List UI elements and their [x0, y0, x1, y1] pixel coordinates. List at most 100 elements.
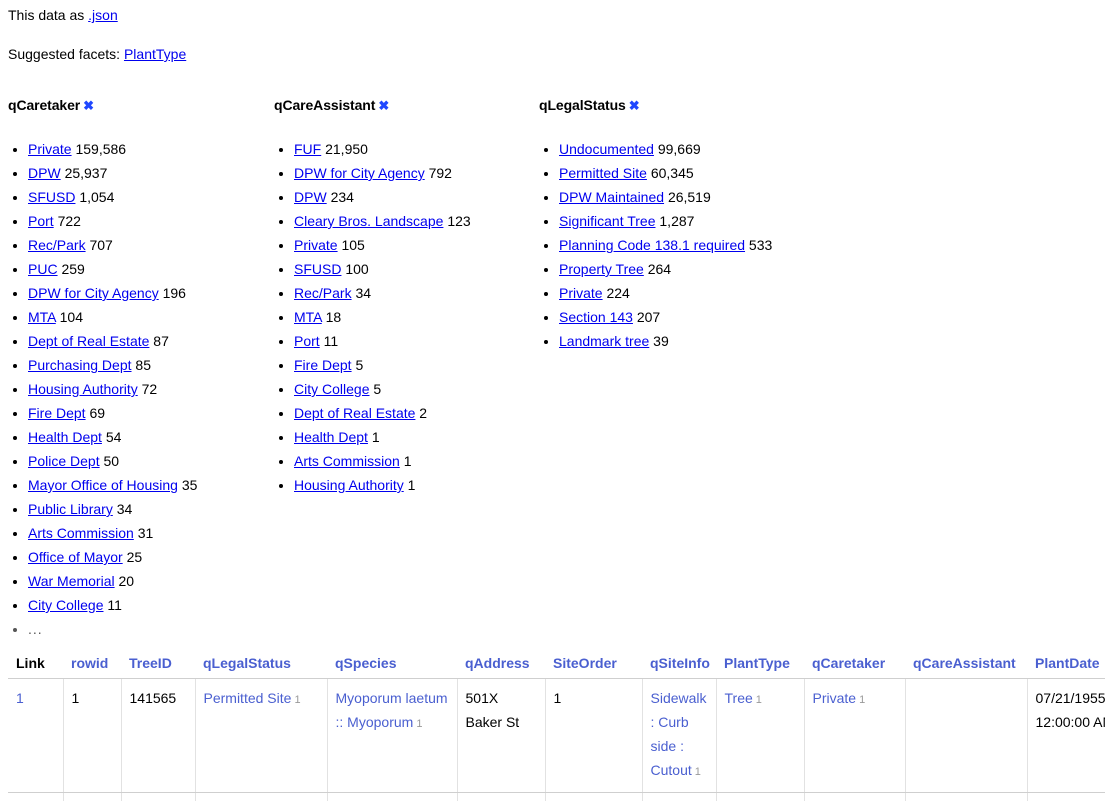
facet-item-link[interactable]: SFUSD [28, 189, 76, 205]
facet-item-link[interactable]: Dept of Real Estate [294, 405, 416, 421]
facet-item: City College 5 [294, 377, 529, 401]
facet-item-count: 159,586 [75, 141, 127, 157]
facet-value-link[interactable]: Sidewalk: Curb side : Cutout [650, 690, 707, 778]
cell-treeid: 141565 [121, 678, 196, 793]
facet-item-link[interactable]: Port [28, 213, 54, 229]
facet-item-link[interactable]: PUC [28, 261, 58, 277]
facet-item-link[interactable]: Police Dept [28, 453, 100, 469]
remove-facet-icon[interactable]: ✖ [378, 98, 390, 113]
export-prefix-label: This data as [8, 7, 85, 23]
facet-item-link[interactable]: Cleary Bros. Landscape [294, 213, 444, 229]
export-json-link[interactable]: .json [88, 7, 118, 23]
facet-item-link[interactable]: DPW [28, 165, 61, 181]
column-header-treeid[interactable]: TreeID [121, 655, 195, 679]
facet-group-qlegalstatus: qLegalStatus✖ Undocumented 99,669 Permit… [539, 96, 829, 353]
facet-item-link[interactable]: Fire Dept [28, 405, 86, 421]
facet-item-link[interactable]: Fire Dept [294, 357, 352, 373]
column-header-siteorder[interactable]: SiteOrder [545, 655, 642, 679]
facet-item-link[interactable]: Section 143 [559, 309, 633, 325]
facet-value-link[interactable]: Private [812, 690, 857, 706]
facet-item-link[interactable]: DPW for City Agency [294, 165, 425, 181]
column-header-plantdate[interactable]: PlantDate [1027, 655, 1105, 679]
suggested-facet-planttype-link[interactable]: PlantType [123, 46, 187, 62]
facet-value-link[interactable]: Myoporum laetum :: Myoporum [335, 690, 448, 730]
facet-item-link[interactable]: MTA [294, 309, 322, 325]
facet-item-link[interactable]: Private [559, 285, 603, 301]
facet-item-count: 264 [647, 261, 672, 277]
facet-item-count: 11 [323, 333, 339, 349]
facet-item: Undocumented 99,669 [559, 137, 829, 161]
facet-item-count: 104 [59, 309, 83, 325]
table-row: 1 1 141565 Permitted Site 1 Myoporum laet… [8, 678, 1105, 793]
column-header-qcaretaker[interactable]: qCaretaker [804, 655, 905, 679]
facet-item-link[interactable]: DPW Maintained [559, 189, 665, 205]
column-header-qspecies[interactable]: qSpecies [327, 655, 457, 679]
facet-item: Health Dept 54 [28, 425, 273, 449]
facet-item-link[interactable]: Undocumented [559, 141, 654, 157]
facet-title-label: qLegalStatus [539, 97, 626, 113]
column-header-qcareassistant[interactable]: qCareAssistant [905, 655, 1027, 679]
facet-item: Rec/Park 34 [294, 281, 529, 305]
facet-item-link[interactable]: Port [294, 333, 320, 349]
facet-item-link[interactable]: Health Dept [294, 429, 368, 445]
facet-value-link[interactable]: Permitted Site [203, 690, 292, 706]
facet-item-link[interactable]: Dept of Real Estate [28, 333, 150, 349]
facet-item: Mayor Office of Housing 35 [28, 473, 273, 497]
facet-item-link[interactable]: Permitted Site [559, 165, 647, 181]
cell-qaddress: 501X Baker St [457, 678, 546, 793]
column-header-qaddress[interactable]: qAddress [457, 655, 545, 679]
facet-item-link[interactable]: City College [28, 597, 104, 613]
row-link[interactable]: 1 [16, 690, 24, 706]
facet-item-link[interactable]: Office of Mayor [28, 549, 123, 565]
facet-value-link[interactable]: Tree [724, 690, 753, 706]
facet-item-link[interactable]: Mayor Office of Housing [28, 477, 178, 493]
facet-item-link[interactable]: Health Dept [28, 429, 102, 445]
column-header-qsiteinfo[interactable]: qSiteInfo [642, 655, 716, 679]
cell-link: 2 [8, 792, 64, 801]
facet-item: SFUSD 1,054 [28, 185, 273, 209]
facet-item-link[interactable]: Arts Commission [294, 453, 400, 469]
cell-link: 1 [8, 678, 64, 793]
facet-item-count: 34 [116, 501, 133, 517]
facet-item-link[interactable]: SFUSD [294, 261, 342, 277]
facet-item-link[interactable]: Private [28, 141, 72, 157]
facet-value-count: 1 [294, 694, 301, 706]
cell-rowid: 2 [63, 792, 122, 801]
facet-item-link[interactable]: War Memorial [28, 573, 115, 589]
facet-item-link[interactable]: Housing Authority [294, 477, 404, 493]
facet-title-qcareassistant: qCareAssistant ✖ [274, 96, 529, 115]
column-header-planttype[interactable]: PlantType [716, 655, 804, 679]
facet-item: Arts Commission 31 [28, 521, 273, 545]
facet-item-link[interactable]: Rec/Park [28, 237, 86, 253]
facet-item-link[interactable]: MTA [28, 309, 56, 325]
facet-item: Cleary Bros. Landscape 123 [294, 209, 529, 233]
facet-item-link[interactable]: Purchasing Dept [28, 357, 132, 373]
facet-item-link[interactable]: Rec/Park [294, 285, 352, 301]
facet-item-link[interactable]: Landmark tree [559, 333, 650, 349]
facet-item: Arts Commission 1 [294, 449, 529, 473]
facet-item-link[interactable]: Private [294, 237, 338, 253]
cell-plantdate: 03/20/2005 12:00:00 AM [1027, 792, 1105, 801]
remove-facet-icon[interactable]: ✖ [83, 98, 94, 113]
remove-facet-icon[interactable]: ✖ [628, 98, 640, 113]
facet-item-link[interactable]: DPW [294, 189, 327, 205]
facet-item: Housing Authority 1 [294, 473, 529, 497]
facet-item: Permitted Site 60,345 [559, 161, 829, 185]
facet-item-link[interactable]: Public Library [28, 501, 113, 517]
facet-item: Planning Code 138.1 required 533 [559, 233, 829, 257]
facet-item-link[interactable]: Planning Code 138.1 required [559, 237, 746, 253]
column-header-qlegalstatus[interactable]: qLegalStatus [195, 655, 327, 679]
facet-item-link[interactable]: Housing Authority [28, 381, 138, 397]
facet-item: DPW for City Agency 792 [294, 161, 529, 185]
facet-item-count: 100 [345, 261, 369, 277]
facet-item-link[interactable]: Property Tree [559, 261, 644, 277]
facet-item-link[interactable]: Significant Tree [559, 213, 656, 229]
facet-item-link[interactable]: DPW for City Agency [28, 285, 159, 301]
column-header-rowid[interactable]: rowid [63, 655, 121, 679]
facet-item: Rec/Park 707 [28, 233, 273, 257]
facet-item-link[interactable]: City College [294, 381, 370, 397]
facet-item-link[interactable]: FUF [294, 141, 322, 157]
facet-item-link[interactable]: Arts Commission [28, 525, 134, 541]
